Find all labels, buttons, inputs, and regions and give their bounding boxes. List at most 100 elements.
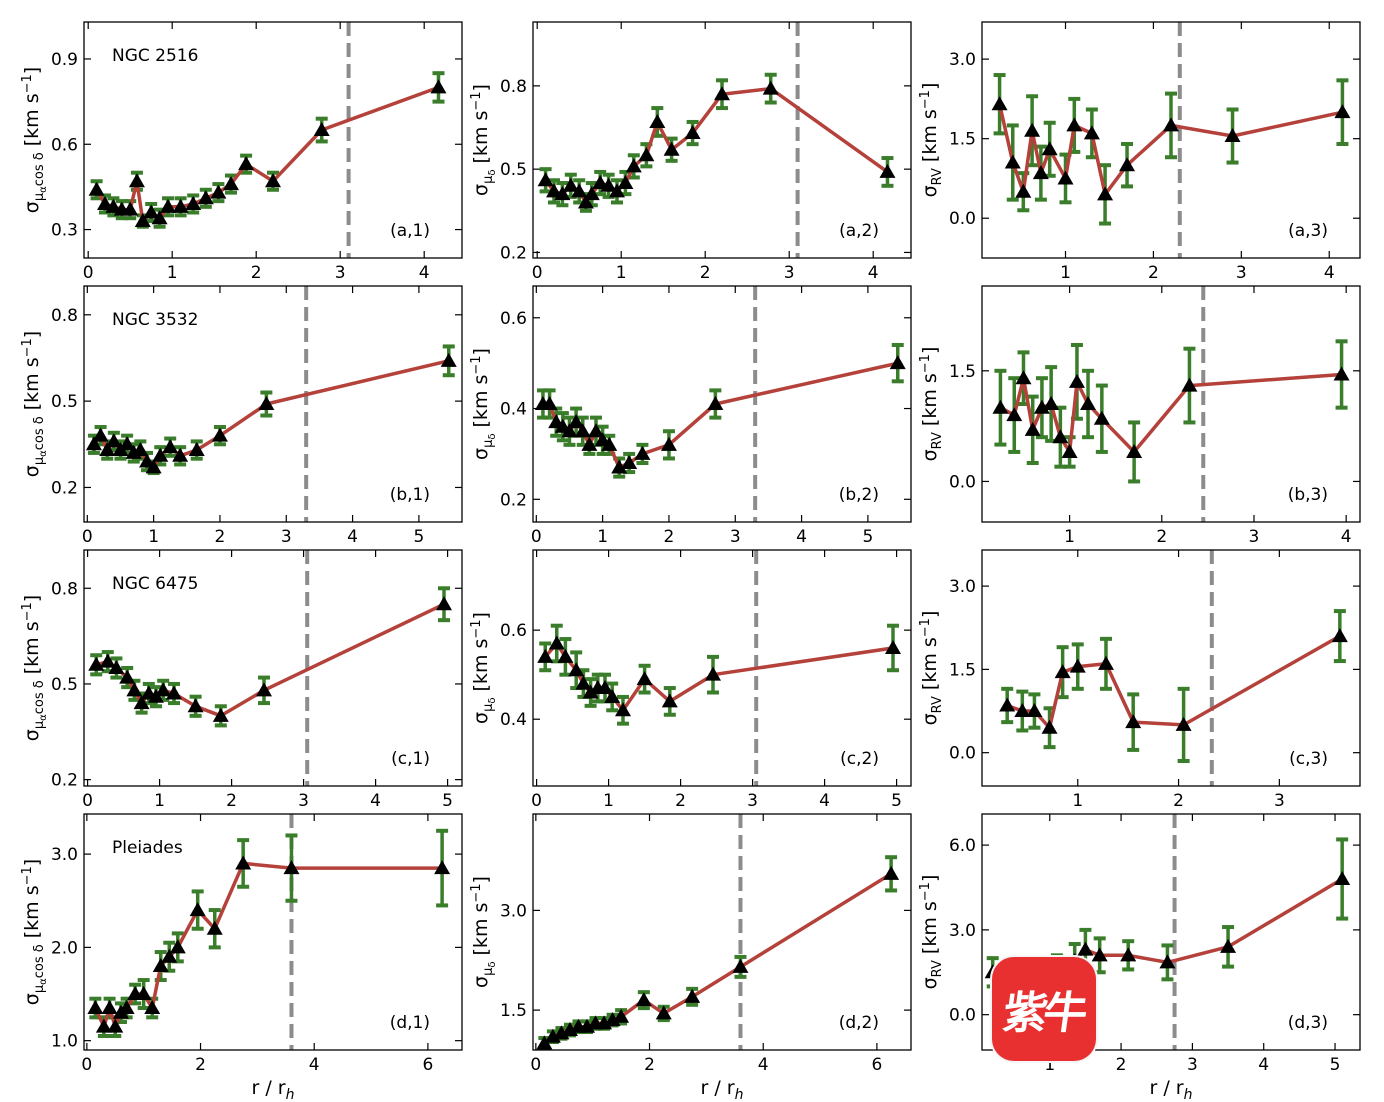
data-point-marker [152, 958, 169, 973]
x-tick-label: 3 [1274, 791, 1285, 811]
data-point-marker [879, 163, 896, 178]
data-point-marker [660, 436, 677, 451]
plot-area [534, 286, 906, 522]
data-point-marker [1334, 871, 1351, 886]
x-tick-label: 2 [1148, 263, 1159, 283]
panel-label: (a,2) [839, 221, 879, 241]
data-point-marker [187, 698, 204, 713]
data-point-marker [143, 204, 160, 219]
x-tick-label: 0 [82, 791, 93, 811]
data-point-marker [1061, 443, 1078, 458]
data-point-marker [1052, 429, 1069, 444]
data-point-marker [101, 1000, 118, 1015]
data-point-marker [1163, 117, 1179, 132]
data-point-marker [172, 447, 189, 462]
x-tick-label: 0 [531, 791, 542, 811]
y-tick-label: 0.5 [51, 675, 78, 695]
panel-title: NGC 6475 [112, 574, 198, 594]
data-point-marker [1181, 377, 1198, 392]
data-point-marker [134, 213, 151, 228]
x-tick-label: 3 [747, 791, 758, 811]
x-tick-label: 1 [154, 791, 165, 811]
panel-label: (d,2) [839, 1013, 879, 1033]
data-point-marker [238, 156, 255, 171]
data-point-marker [151, 210, 168, 225]
plot-area [992, 286, 1350, 522]
y-tick-label: 0.6 [500, 621, 527, 641]
data-point-marker [1097, 186, 1114, 201]
data-point-marker [611, 459, 628, 474]
data-point-marker [1333, 366, 1350, 381]
panel-5: 0 1 2 3 4 5 0.2 0.4 0.6 (b,2) σμδ [km s−1] [469, 285, 912, 547]
x-tick-label: 2 [226, 791, 237, 811]
data-point-marker [557, 648, 574, 663]
data-point-marker [119, 669, 136, 684]
x-tick-label: 6 [871, 1055, 882, 1075]
data-point-marker [615, 702, 631, 717]
y-tick-label: 0.2 [500, 490, 527, 510]
data-point-marker [548, 635, 565, 650]
data-point-marker [152, 447, 169, 462]
plot-area [999, 550, 1348, 786]
x-tick-label: 2 [1156, 527, 1167, 547]
data-point-marker [99, 653, 116, 668]
data-point-marker [885, 639, 901, 654]
data-point-marker [621, 455, 638, 469]
data-point-marker [189, 902, 206, 917]
data-point-marker [1083, 125, 1100, 140]
data-point-marker [705, 666, 721, 681]
data-point-marker [655, 1005, 672, 1020]
data-point-marker [188, 442, 205, 457]
x-tick-label: 3 [730, 527, 741, 547]
y-tick-label: 1.5 [949, 362, 976, 382]
x-tick-label: 1 [1072, 791, 1083, 811]
series-line [997, 103, 1343, 197]
x-tick-label: 2 [700, 263, 711, 283]
data-point-marker [95, 1018, 112, 1033]
panel-2: 0 1 2 3 4 0.2 0.5 0.8 (a,2) σμδ [km s−1] [469, 21, 912, 283]
y-tick-label: 3.0 [500, 901, 527, 921]
data-point-marker [1015, 183, 1032, 198]
data-point-marker [122, 201, 139, 216]
data-point-marker [1032, 165, 1049, 180]
data-point-marker [132, 442, 149, 457]
y-axis-label: σμδ [km s−1] [469, 876, 498, 988]
data-point-marker [577, 194, 594, 209]
axes-frame [532, 813, 912, 1051]
y-tick-label: 0.8 [51, 306, 78, 326]
x-tick-label: 3 [1249, 527, 1260, 547]
y-tick-label: 0.0 [949, 744, 976, 764]
data-point-marker [536, 1035, 553, 1050]
data-point-marker [568, 414, 585, 429]
y-axis-label: σμαcos δ [km s−1] [20, 859, 49, 1005]
panel-label: (b,3) [1288, 485, 1328, 505]
panel-label: (d,1) [390, 1013, 430, 1033]
x-axis-label: r / rh [701, 1077, 744, 1102]
series-line [1006, 634, 1341, 730]
plot-area [88, 550, 452, 786]
data-point-marker [161, 948, 178, 963]
y-tick-label: 2.0 [51, 938, 78, 958]
x-tick-label: 4 [819, 791, 830, 811]
x-tick-label: 1 [597, 527, 608, 547]
x-tick-label: 2 [1116, 1055, 1127, 1075]
data-point-marker [604, 688, 621, 703]
x-tick-label: 0 [532, 263, 543, 283]
x-tick-label: 1 [1060, 263, 1071, 283]
data-point-marker [1057, 170, 1074, 185]
data-point-marker [562, 177, 579, 192]
y-tick-label: 0.2 [500, 243, 527, 263]
series-line [999, 372, 1342, 454]
panel-10: 0 2 4 6 1.0 2.0 3.0 Pleiades (d,1) σμαcos δ [km s… [20, 813, 463, 1102]
x-tick-label: 6 [422, 1055, 433, 1075]
x-tick-label: 5 [442, 791, 453, 811]
y-tick-label: 3.0 [949, 921, 976, 941]
data-point-marker [1004, 154, 1021, 169]
data-point-marker [1125, 714, 1142, 729]
data-point-marker [537, 648, 554, 663]
y-tick-label: 0.6 [500, 309, 527, 329]
data-point-marker [155, 682, 172, 697]
data-point-marker [1159, 954, 1176, 969]
x-tick-label: 1 [1064, 527, 1075, 547]
axes-frame [83, 549, 463, 787]
